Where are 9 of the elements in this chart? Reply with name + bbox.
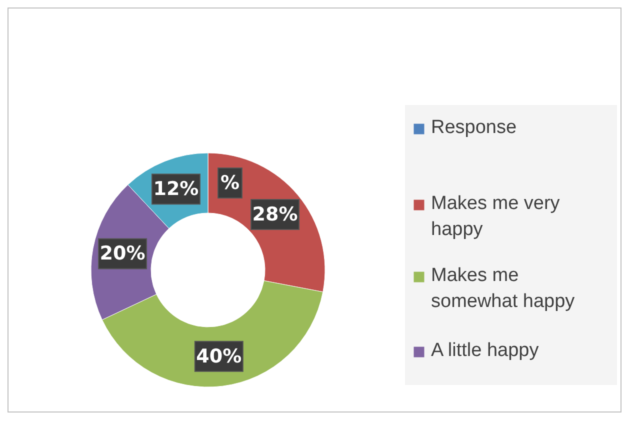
data-label: 40% <box>196 345 242 368</box>
legend-label: Makes me very happy <box>431 193 560 240</box>
legend-label: A little happy <box>431 340 540 361</box>
legend-label: Response <box>431 117 517 138</box>
data-label: 12% <box>153 178 199 200</box>
data-label: 20% <box>100 242 146 265</box>
data-label: 28% <box>252 204 298 226</box>
legend-label: Makes me somewhat happy <box>431 265 576 312</box>
text: % <box>220 172 240 194</box>
